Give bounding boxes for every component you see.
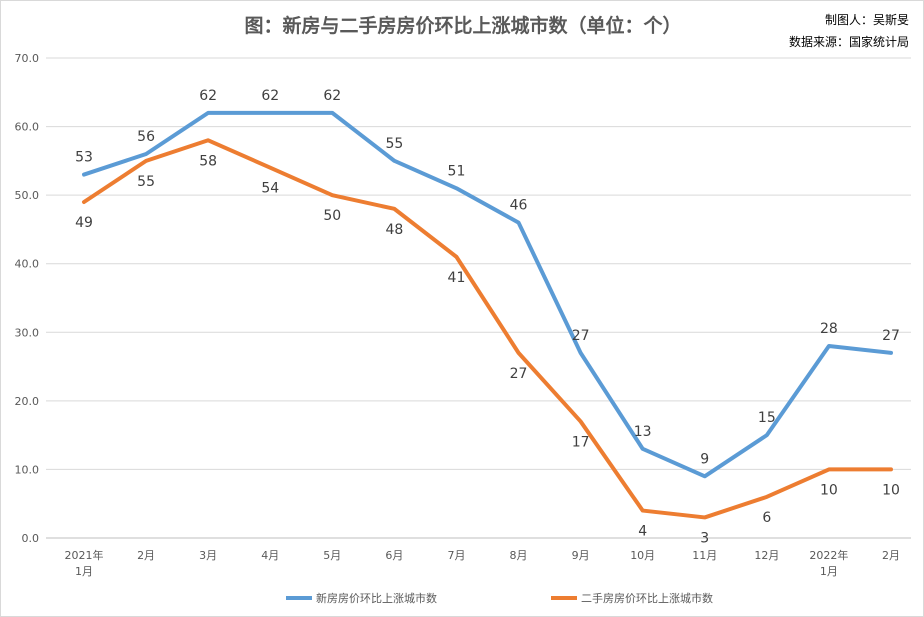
y-tick-label: 10.0	[15, 463, 40, 476]
x-tick-label: 2021年	[65, 548, 104, 562]
credit-source: 数据来源：国家统计局	[788, 35, 909, 49]
y-tick-label: 60.0	[15, 121, 40, 134]
data-label: 50	[323, 208, 341, 224]
data-label: 10	[882, 482, 900, 498]
x-tick-label: 5月	[323, 549, 341, 562]
x-tick-label: 9月	[572, 549, 590, 562]
y-tick-label: 30.0	[15, 326, 40, 339]
data-label: 27	[572, 328, 590, 344]
data-label: 27	[882, 328, 900, 344]
data-label: 13	[634, 424, 652, 440]
data-label: 56	[137, 129, 155, 145]
data-label: 51	[448, 163, 466, 179]
data-label: 49	[75, 215, 93, 231]
series-line-1	[82, 138, 893, 520]
data-label: 6	[762, 510, 771, 526]
data-label: 62	[199, 88, 217, 104]
x-tick-label: 2022年	[809, 548, 848, 562]
data-label: 55	[385, 136, 403, 152]
data-label: 58	[199, 153, 217, 169]
data-label: 10	[820, 482, 838, 498]
legend-label: 二手房房价环比上涨城市数	[581, 591, 713, 605]
x-tick-label: 1月	[820, 565, 838, 578]
data-label: 3	[700, 530, 709, 546]
data-label: 28	[820, 321, 838, 337]
y-tick-label: 20.0	[15, 395, 40, 408]
data-label: 41	[448, 270, 466, 286]
data-label: 46	[510, 198, 528, 214]
data-label: 9	[700, 451, 709, 467]
x-tick-label: 10月	[630, 549, 655, 562]
x-tick-label: 1月	[75, 565, 93, 578]
data-label: 62	[261, 88, 279, 104]
legend-label: 新房房价环比上涨城市数	[316, 591, 437, 605]
x-tick-label: 2月	[137, 549, 155, 562]
data-label: 27	[510, 366, 528, 382]
data-label: 17	[572, 434, 590, 450]
x-tick-label: 8月	[510, 549, 528, 562]
x-tick-label: 11月	[692, 549, 717, 562]
x-tick-label: 12月	[754, 549, 779, 562]
y-tick-label: 40.0	[15, 258, 40, 271]
x-tick-label: 7月	[447, 549, 465, 562]
y-tick-label: 0.0	[22, 532, 40, 545]
data-label: 54	[261, 181, 279, 197]
data-label: 4	[638, 524, 647, 540]
credit-author: 制图人：吴斯旻	[824, 13, 909, 27]
x-tick-label: 6月	[385, 549, 403, 562]
y-tick-label: 50.0	[15, 189, 40, 202]
x-tick-label: 2月	[882, 549, 900, 562]
data-label: 53	[75, 150, 93, 166]
y-tick-label: 70.0	[15, 52, 40, 65]
x-tick-label: 3月	[199, 549, 217, 562]
data-label: 62	[323, 88, 341, 104]
data-label: 55	[137, 174, 155, 190]
data-label: 15	[758, 410, 776, 426]
chart-title: 图：新房与二手房房价环比上涨城市数（单位：个）	[244, 15, 682, 37]
series-line-0	[82, 110, 893, 479]
data-label: 48	[385, 222, 403, 238]
x-tick-label: 4月	[261, 549, 279, 562]
